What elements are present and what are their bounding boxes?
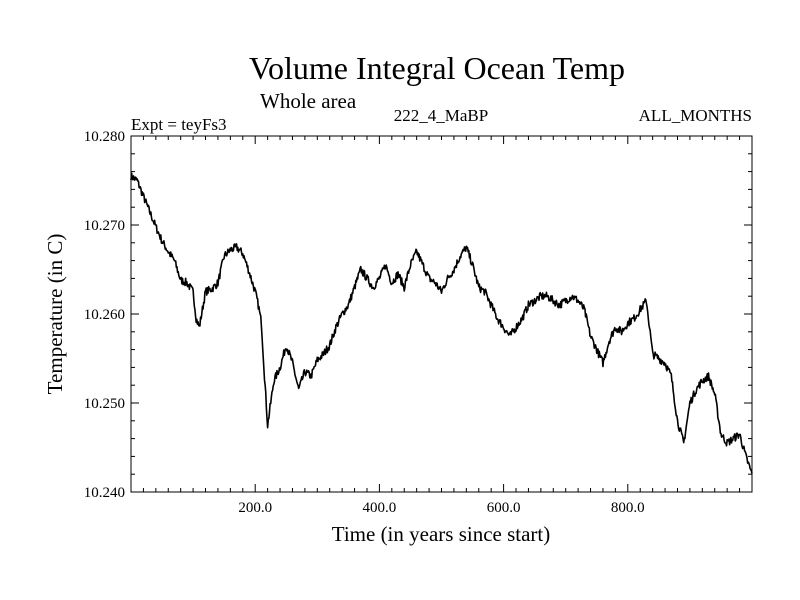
series-line [130,172,753,474]
period-label: ALL_MONTHS [639,106,752,125]
x-axis-label: Time (in years since start) [332,522,551,546]
y-tick-label: 10.260 [84,307,125,323]
plot-frame [130,135,753,493]
chart-title: Volume Integral Ocean Temp [249,50,625,86]
y-axis-label: Temperature (in C) [43,234,67,395]
x-tick-label: 200.0 [238,500,272,516]
y-tick-label: 10.280 [84,129,125,145]
y-tick-label: 10.270 [84,218,125,234]
y-tick-label: 10.240 [84,485,125,501]
y-axis: 10.240 10.250 10.260 10.270 10.280 [84,129,752,501]
x-axis: 200.0 400.0 600.0 800.0 [142,136,741,516]
run-label: 222_4_MaBP [394,106,488,125]
experiment-label: Expt = teyFs3 [131,115,227,134]
x-tick-label: 600.0 [487,500,521,516]
x-tick-label: 400.0 [363,500,397,516]
chart-subtitle: Whole area [260,89,357,113]
y-tick-label: 10.250 [84,396,125,412]
x-tick-label: 800.0 [611,500,645,516]
